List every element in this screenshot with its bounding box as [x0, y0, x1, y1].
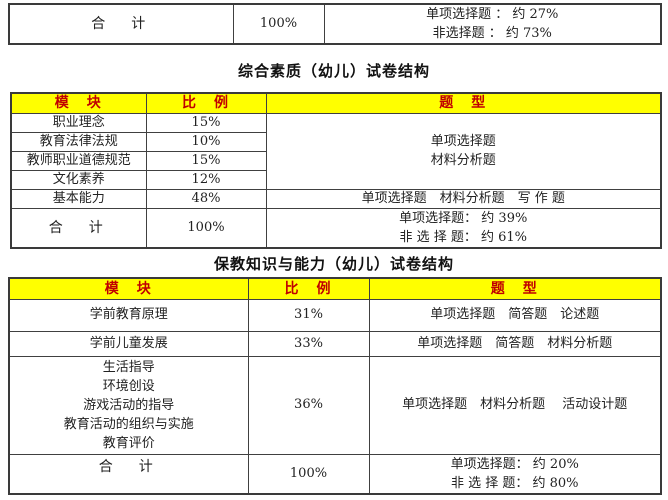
merged-type-cell: 单项选择题 材料分析题: [265, 112, 662, 190]
breakdown-line: 单项选择题 ： 约 27%: [426, 7, 559, 22]
breakdown-line: 单项选择题： 约 20%: [450, 456, 579, 472]
total-ratio-cell: 100%: [145, 207, 267, 249]
total-label-cell: 合 计: [10, 207, 147, 249]
table-total-row: 合 计 100% 单项选择题： 约 20% 非 选 择 题： 约 80%: [8, 453, 662, 494]
breakdown-line: 非 选 择 题： 约 61%: [399, 229, 528, 245]
module-cell: 职业理念: [10, 112, 147, 133]
header-type: 题 型: [265, 92, 662, 114]
type-line: 材料分析题: [430, 153, 496, 168]
total-breakdown-cell: 单项选择题 ： 约 27% 非选择题 ： 约 73%: [323, 3, 662, 45]
module-cell: 学前儿童发展: [8, 330, 249, 357]
ratio-cell: 15%: [145, 112, 267, 133]
total-ratio-cell: 100%: [247, 453, 370, 494]
table-header-row: 模 块 比 例 题 型: [8, 277, 662, 300]
header-module: 模 块: [8, 277, 249, 300]
total-ratio-cell: 100%: [232, 3, 325, 45]
ratio-cell: 33%: [247, 330, 370, 357]
total-label-cell: 合 计: [8, 3, 234, 45]
table-row: 文化素养 12%: [10, 169, 661, 190]
header-ratio: 比 例: [145, 92, 267, 114]
table-header-row: 模 块 比 例 题 型: [10, 92, 662, 114]
ratio-cell: 15%: [145, 150, 267, 171]
ratio-cell: 10%: [145, 131, 267, 152]
type-cell: 单项选择题 简答题 材料分析题: [368, 330, 662, 357]
section2-title: 保教知识与能力（幼儿）试卷结构: [213, 255, 454, 273]
table-row: 学前教育原理 31% 单项选择题 简答题 论述题: [8, 298, 662, 332]
module-line: 生活指导: [102, 359, 155, 375]
breakdown-line: 单项选择题： 约 39%: [399, 210, 528, 226]
breakdown-line: 非选择题 ： 约 73%: [432, 26, 552, 41]
total-breakdown-cell: 单项选择题： 约 20% 非 选 择 题： 约 80%: [368, 453, 662, 494]
table-row: 基本能力 48% 单项选择题 材料分析题 写 作 题: [10, 188, 662, 209]
breakdown-line: 非 选 择 题： 约 80%: [450, 475, 579, 491]
module-cell: 学前教育原理: [8, 298, 249, 332]
header-module: 模 块: [10, 92, 147, 114]
module-cell-multiline: 生活指导 环境创设 游戏活动的指导 教育活动的组织与实施 教育评价: [8, 355, 249, 455]
table-row: 合 计 100% 单项选择题 ： 约 27% 非选择题 ： 约 73%: [8, 3, 662, 45]
section1-title: 综合素质（幼儿）试卷结构: [237, 62, 430, 80]
section2-table: 模 块 比 例 题 型 学前教育原理 31% 单项选择题 简答题 论述题 学前儿…: [8, 277, 662, 495]
total-breakdown-cell: 单项选择题： 约 39% 非 选 择 题： 约 61%: [265, 207, 662, 249]
table-row: 生活指导 环境创设 游戏活动的指导 教育活动的组织与实施 教育评价 36% 单项…: [8, 355, 662, 455]
module-line: 教育活动的组织与实施: [63, 416, 194, 432]
table-total-row: 合 计 100% 单项选择题： 约 39% 非 选 择 题： 约 61%: [10, 207, 662, 249]
module-line: 游戏活动的指导: [83, 397, 175, 413]
total-label-cell: 合 计: [8, 453, 249, 494]
type-cell: 单项选择题 材料分析题 写 作 题: [265, 188, 662, 209]
header-type: 题 型: [368, 277, 662, 300]
ratio-cell: 31%: [247, 298, 370, 332]
ratio-cell: 48%: [145, 188, 267, 209]
module-cell: 教师职业道德规范: [10, 150, 147, 171]
type-line: 单项选择题: [430, 134, 496, 149]
ratio-cell: 12%: [145, 169, 267, 190]
module-line: 环境创设: [102, 378, 155, 394]
ratio-cell: 36%: [247, 355, 370, 455]
module-cell: 基本能力: [10, 188, 147, 209]
table-row: 学前儿童发展 33% 单项选择题 简答题 材料分析题: [8, 330, 662, 357]
type-cell: 单项选择题 材料分析题 活动设计题: [368, 355, 662, 455]
section1-table: 模 块 比 例 题 型 职业理念 15% 单项选择题 材料分析题 教育法律法规 …: [10, 92, 662, 249]
type-cell: 单项选择题 简答题 论述题: [368, 298, 662, 332]
module-cell: 教育法律法规: [10, 131, 147, 152]
header-ratio: 比 例: [247, 277, 370, 300]
table-row: 职业理念 15% 单项选择题 材料分析题: [10, 112, 662, 190]
module-line: 教育评价: [102, 435, 155, 451]
module-cell: 文化素养: [10, 169, 147, 190]
top-summary-table: 合 计 100% 单项选择题 ： 约 27% 非选择题 ： 约 73%: [8, 3, 662, 45]
